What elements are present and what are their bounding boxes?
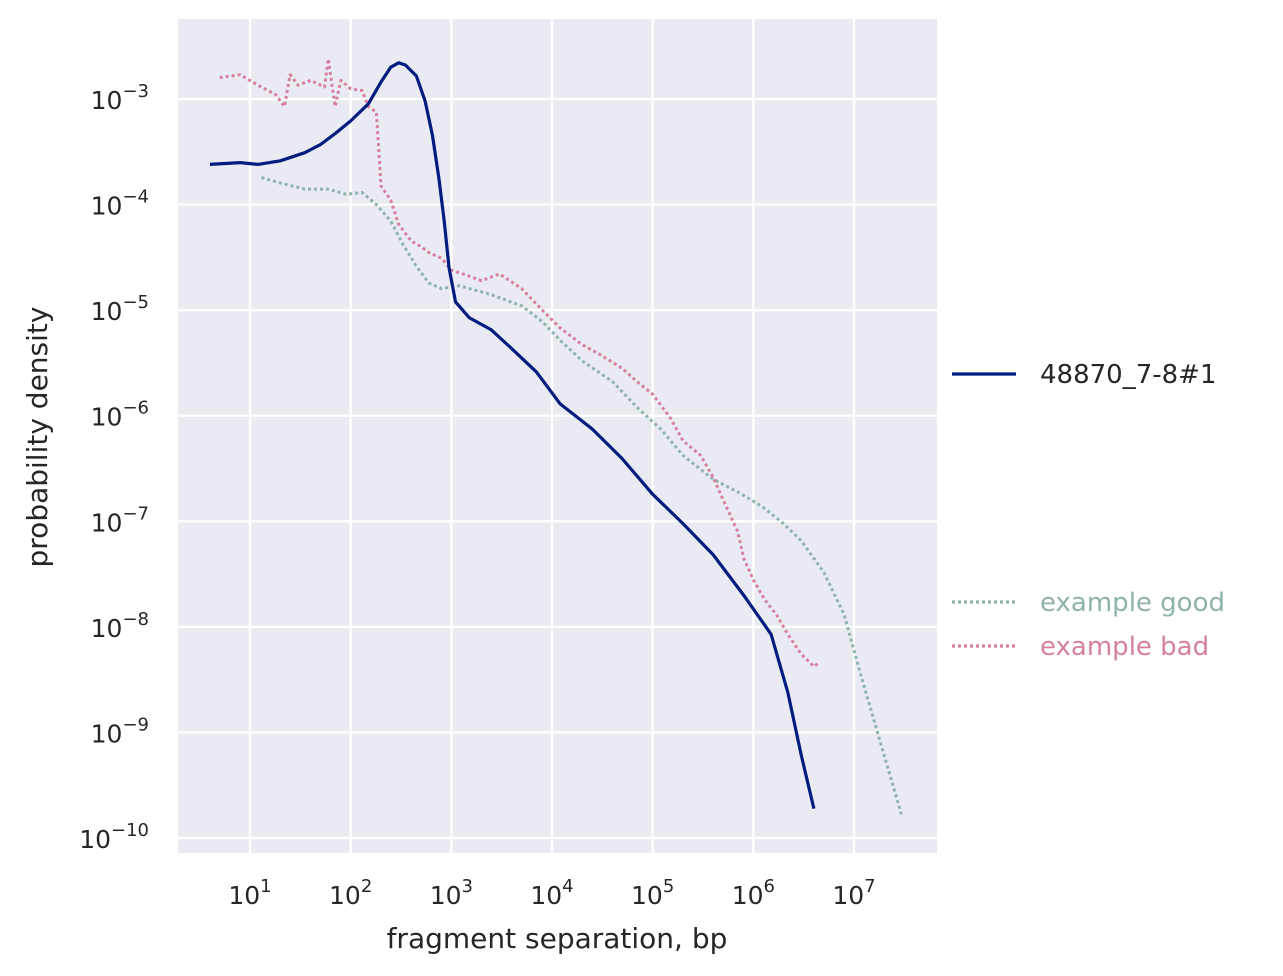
series-layer <box>209 57 904 817</box>
x-axis-label: fragment separation, bp <box>387 922 728 955</box>
x-tick-label: 102 <box>329 876 372 910</box>
y-tick-exp: −7 <box>122 503 149 524</box>
y-tick-label: 10−7 <box>91 503 149 537</box>
y-tick-exp: −9 <box>122 714 149 735</box>
x-tick-label: 105 <box>631 876 674 910</box>
series-line-example-bad <box>219 57 821 669</box>
x-tick-base: 10 <box>530 881 562 910</box>
legend-label: example good <box>1040 588 1225 618</box>
x-tick-exp: 6 <box>764 876 775 897</box>
y-tick-base: 10 <box>91 508 123 537</box>
x-tick-base: 10 <box>329 881 361 910</box>
plot-area <box>178 19 937 853</box>
x-axis-ticks: 101 102 103 104 105 106 107 <box>228 876 875 910</box>
x-tick-label: 104 <box>530 876 573 910</box>
y-tick-exp: −3 <box>122 81 149 102</box>
y-tick-exp: −6 <box>122 398 149 419</box>
y-tick-exp: −8 <box>122 609 149 630</box>
x-tick-base: 10 <box>832 881 864 910</box>
y-tick-label: 10−8 <box>91 609 149 643</box>
y-tick-exp: −5 <box>122 292 149 313</box>
x-tick-exp: 5 <box>663 876 674 897</box>
x-tick-exp: 3 <box>462 876 473 897</box>
x-tick-label: 106 <box>732 876 775 910</box>
y-tick-base: 10 <box>91 86 123 115</box>
x-tick-base: 10 <box>430 881 462 910</box>
legend-label: example bad <box>1040 632 1209 662</box>
y-tick-base: 10 <box>91 192 123 221</box>
y-tick-label: 10−3 <box>91 81 149 115</box>
x-tick-exp: 1 <box>260 876 271 897</box>
x-tick-label: 107 <box>832 876 875 910</box>
x-tick-exp: 2 <box>361 876 372 897</box>
y-tick-base: 10 <box>91 403 123 432</box>
x-tick-exp: 7 <box>864 876 875 897</box>
x-tick-base: 10 <box>228 881 260 910</box>
y-axis-ticks: 10−310−410−510−610−710−810−910−10 <box>79 81 149 854</box>
y-tick-base: 10 <box>91 719 123 748</box>
y-tick-label: 10−5 <box>91 292 149 326</box>
y-axis-label: probability density <box>21 307 54 568</box>
y-tick-base: 10 <box>91 297 123 326</box>
x-tick-label: 101 <box>228 876 271 910</box>
y-tick-label: 10−9 <box>91 714 149 748</box>
x-tick-label: 103 <box>430 876 473 910</box>
y-tick-label: 10−6 <box>91 398 149 432</box>
y-tick-exp: −4 <box>122 187 149 208</box>
y-tick-label: 10−10 <box>79 820 149 854</box>
x-tick-base: 10 <box>631 881 663 910</box>
x-tick-base: 10 <box>732 881 764 910</box>
y-tick-base: 10 <box>91 614 123 643</box>
y-tick-base: 10 <box>79 825 111 854</box>
y-tick-exp: −10 <box>111 820 149 841</box>
legend-label: 48870_7-8#1 <box>1040 360 1217 390</box>
y-tick-label: 10−4 <box>91 187 149 221</box>
series-line-48870-7-8-1 <box>209 61 816 809</box>
grid <box>178 19 937 853</box>
x-tick-exp: 4 <box>562 876 573 897</box>
